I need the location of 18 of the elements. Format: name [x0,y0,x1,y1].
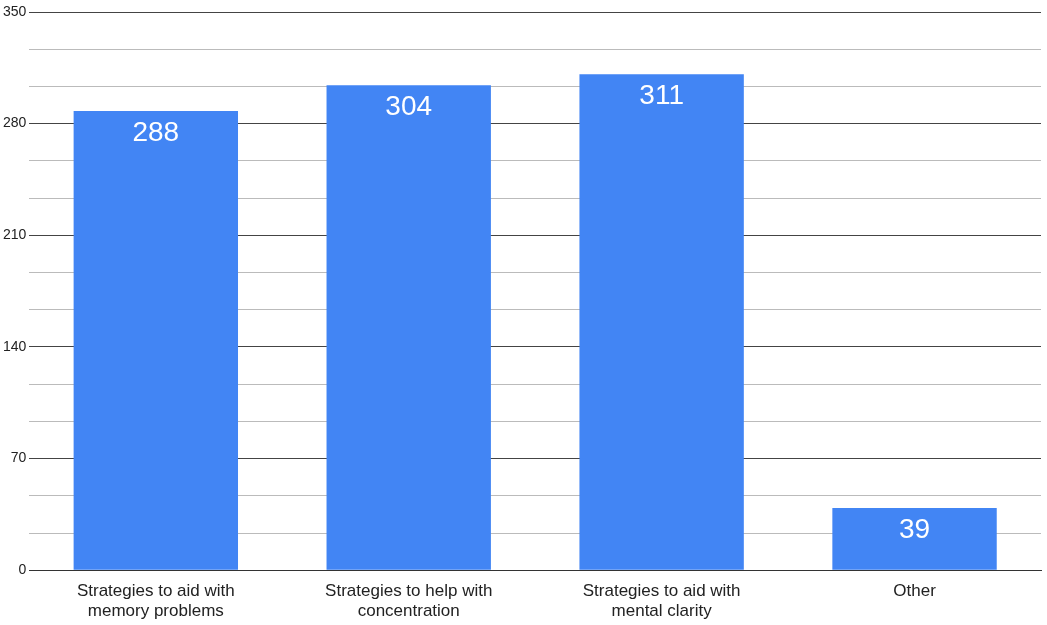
x-tick-label: Strategies to aid with memory problems [76,581,235,621]
data-label: 304 [385,90,433,122]
y-tick-label: 0 [18,561,27,578]
bar [832,508,997,570]
x-tick-label: Strategies to aid with mental clarity [582,581,741,621]
bar [579,74,744,570]
x-tick-label: Other [893,581,937,601]
y-tick-label: 140 [3,337,27,354]
y-tick-label: 210 [3,226,27,243]
y-tick-label: 350 [3,2,27,19]
data-label: 311 [639,78,684,110]
y-tick-label: 70 [10,449,27,466]
x-tick-label: Strategies to help with concentration [325,581,493,621]
data-label: 288 [132,115,180,147]
data-label: 39 [898,512,931,544]
bar [73,110,239,570]
bar [326,85,491,570]
y-tick-label: 280 [3,114,27,131]
